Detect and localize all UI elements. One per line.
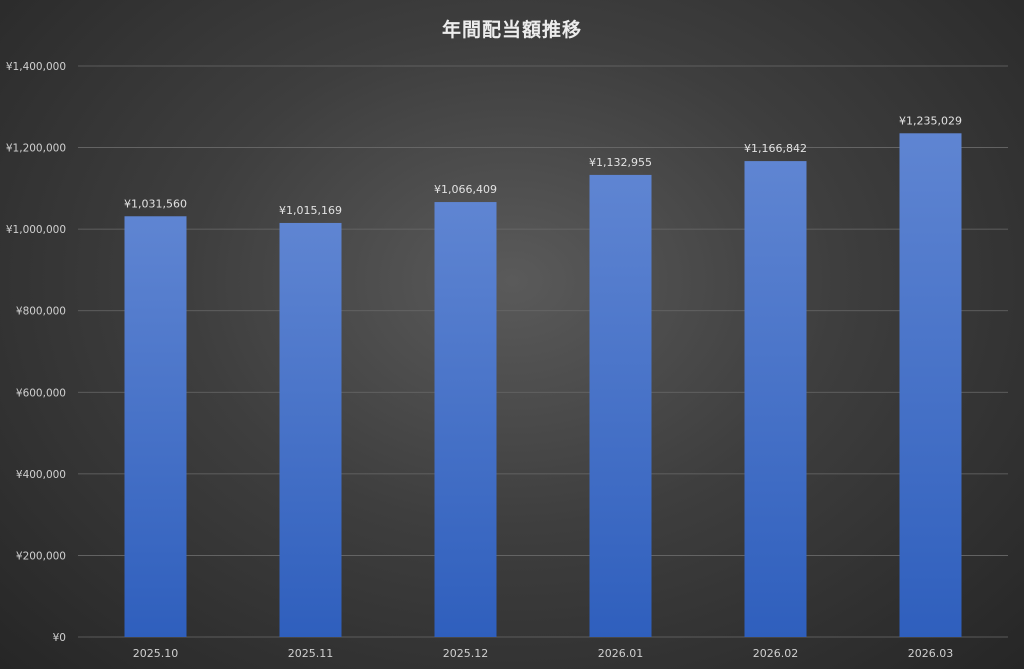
x-category-label: 2026.03 — [908, 647, 954, 660]
y-tick-label: ¥1,400,000 — [6, 61, 66, 73]
data-label: ¥1,166,842 — [744, 142, 807, 155]
y-tick-label: ¥0 — [53, 632, 66, 644]
y-tick-label: ¥200,000 — [16, 550, 66, 562]
x-category-label: 2026.02 — [753, 647, 799, 660]
x-category-label: 2025.12 — [443, 647, 489, 660]
y-tick-label: ¥1,200,000 — [6, 143, 66, 155]
bar — [589, 174, 652, 638]
bar — [744, 161, 807, 637]
data-label: ¥1,066,409 — [434, 183, 497, 196]
y-tick-label: ¥1,000,000 — [6, 224, 66, 236]
x-axis-category-labels: 2025.10 2025.11 2025.12 2026.01 2026.02 2026.… — [133, 647, 954, 660]
x-category-label: 2026.01 — [598, 647, 644, 660]
bar — [279, 222, 342, 638]
chart-title: 年間配当額推移 — [442, 18, 582, 41]
y-axis-tick-labels: ¥0 ¥200,000 ¥400,000 ¥600,000 ¥800,000 ¥1,000… — [6, 61, 66, 644]
y-tick-label: ¥600,000 — [16, 387, 66, 399]
data-label: ¥1,235,029 — [899, 114, 962, 127]
bars — [124, 133, 962, 638]
y-tick-label: ¥400,000 — [16, 469, 66, 481]
gridlines — [78, 65, 1008, 638]
data-label: ¥1,015,169 — [279, 204, 342, 217]
bar — [434, 202, 497, 637]
x-category-label: 2025.11 — [288, 647, 334, 660]
data-label: ¥1,132,955 — [589, 156, 652, 169]
data-labels: ¥1,031,560 ¥1,015,169 ¥1,066,409 ¥1,132,955… — [124, 114, 962, 217]
x-category-label: 2025.10 — [133, 647, 179, 660]
y-tick-label: ¥800,000 — [16, 306, 66, 318]
bar — [124, 216, 187, 638]
bar — [899, 133, 962, 637]
data-label: ¥1,031,560 — [124, 197, 187, 210]
